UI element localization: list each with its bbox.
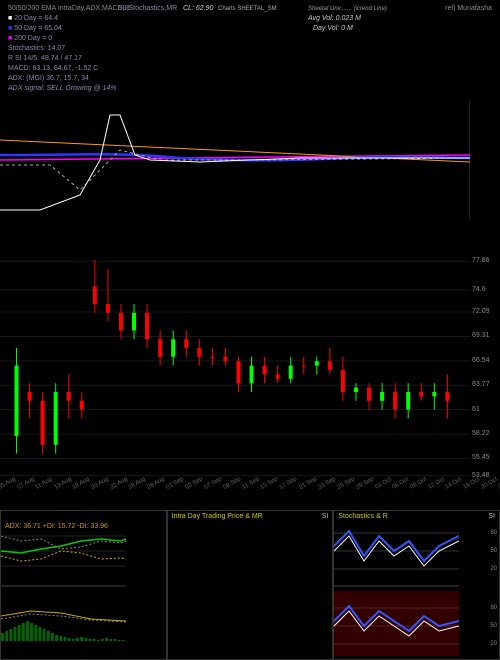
adx-values: ADX: 36.71 +DI: 15.72 -DI: 33.96 — [5, 523, 108, 530]
stoch-title: Stochastics & R — [338, 513, 387, 520]
indicator-panels: ADX & MACD ADX: 36.71 +DI: 15.72 -DI: 33… — [0, 510, 500, 660]
date-x-axis: 05 Aug07 Aug11 Aug13 Aug18 Aug20 Aug22 A… — [0, 480, 470, 495]
chart-header: 50/50/200 EMA IntraDay,ADX,MACD,R SL;Sto… — [8, 4, 492, 94]
stoch-si-label: SI — [488, 513, 495, 520]
si-label: SI — [322, 513, 329, 520]
moving-average-chart — [0, 100, 470, 220]
adx-macd-panel: ADX & MACD ADX: 36.71 +DI: 15.72 -DI: 33… — [0, 510, 167, 660]
stochastics-panel: Stochastics & R SI 205080205080 — [333, 510, 500, 660]
adx-title: ADX & MACD — [5, 513, 49, 520]
intraday-panel: Intra Day Trading Price & MR SI — [167, 510, 334, 660]
intraday-title: Intra Day Trading Price & MR — [172, 513, 263, 520]
price-y-axis: 77.8674.672.0969.3166.5463.776158.2255.4… — [470, 260, 500, 480]
candlestick-chart — [0, 260, 470, 480]
